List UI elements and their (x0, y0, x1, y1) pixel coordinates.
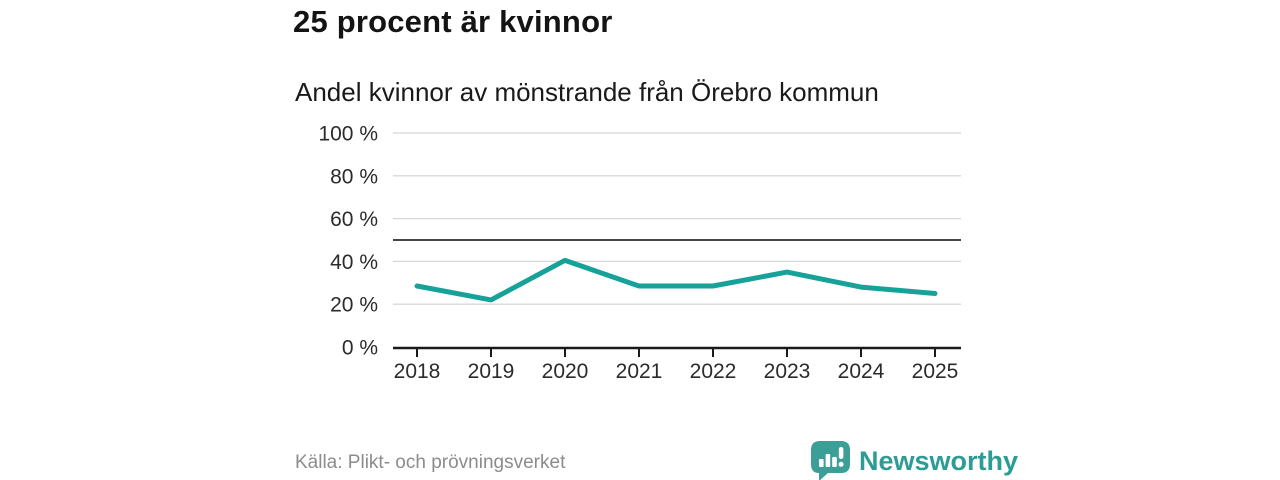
newsworthy-brand: Newsworthy (811, 441, 1018, 480)
data-line-andel-kvinnor (414, 257, 938, 303)
newsworthy-brand-name: Newsworthy (859, 445, 1019, 476)
y-tick-label: 20 % (330, 294, 378, 317)
chart-subtitle: Andel kvinnor av mönstrande från Örebro … (295, 77, 879, 107)
y-tick-label: 60 % (330, 208, 378, 231)
source-note: Källa: Plikt- och prövningsverket (295, 452, 566, 473)
y-tick-label: 0 % (342, 337, 378, 360)
y-tick-label: 80 % (330, 165, 378, 188)
x-tick-label: 2021 (616, 360, 663, 383)
x-tick-label: 2022 (690, 360, 737, 383)
x-tick-label: 2019 (468, 360, 515, 383)
newsworthy-bar-chart-bubble-icon (811, 441, 850, 480)
chart-title: 25 procent är kvinnor (293, 4, 613, 39)
y-tick-label: 100 % (318, 123, 378, 146)
x-tick-label: 2023 (764, 360, 811, 383)
x-tick-label: 2024 (838, 360, 885, 383)
y-tick-label: 40 % (330, 251, 378, 274)
x-tick-label: 2025 (912, 360, 959, 383)
x-tick-label: 2018 (394, 360, 441, 383)
x-tick-label: 2020 (542, 360, 589, 383)
